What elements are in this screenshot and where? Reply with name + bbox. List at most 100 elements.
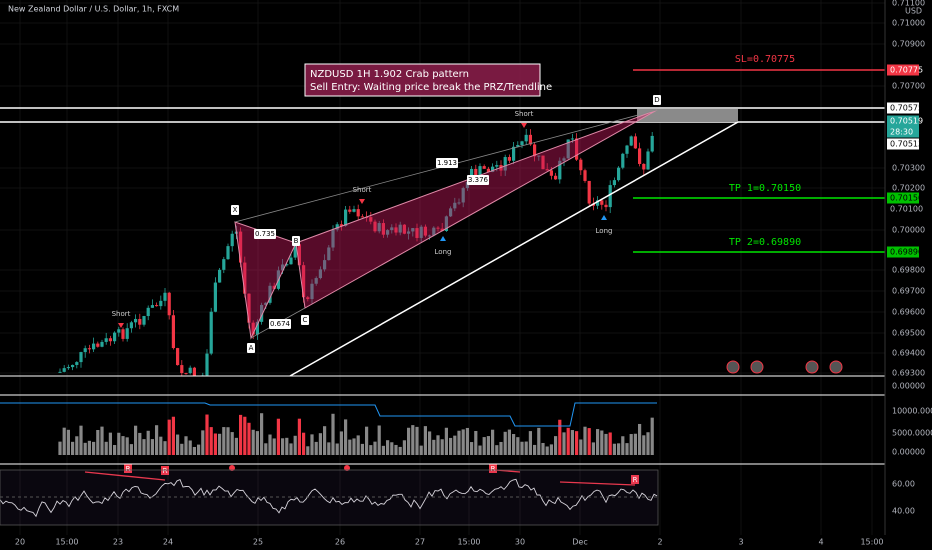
volume-bar xyxy=(365,426,369,455)
rsi-mark: R xyxy=(491,465,496,473)
volume-bar xyxy=(260,413,264,455)
time-label: 24 xyxy=(163,538,173,547)
time-label: 23 xyxy=(113,538,123,547)
candle xyxy=(482,166,486,169)
volume-bar xyxy=(108,432,112,455)
candle xyxy=(167,292,171,316)
candle xyxy=(251,322,255,335)
point-label-bg xyxy=(292,236,300,246)
volume-bar xyxy=(575,431,579,455)
note-line2: Sell Entry: Waiting price break the PRZ/… xyxy=(310,82,552,93)
candle xyxy=(533,144,537,157)
volume-bar xyxy=(549,444,553,455)
volume-bar xyxy=(171,416,175,455)
candle xyxy=(327,247,331,261)
candle xyxy=(486,168,490,173)
signal-label: Long xyxy=(596,227,613,235)
rsi-mark-bg xyxy=(631,475,639,484)
time-label: 27 xyxy=(415,538,425,547)
volume-bar xyxy=(617,443,621,455)
price-tag: 0.70575 xyxy=(890,104,923,113)
candle xyxy=(272,285,276,289)
point-label-bg xyxy=(247,343,255,353)
candle xyxy=(268,285,272,303)
rsi-mark-bg xyxy=(161,466,169,475)
candle xyxy=(495,165,499,167)
candle xyxy=(62,368,66,372)
volume-bar xyxy=(58,441,62,455)
volume-bar xyxy=(281,438,285,455)
volume-bar xyxy=(83,442,87,455)
volume-bar xyxy=(255,431,259,455)
candle xyxy=(629,136,633,146)
volume-bar xyxy=(390,442,394,455)
candle xyxy=(520,141,524,146)
candle xyxy=(180,365,184,374)
volume-bar xyxy=(360,443,364,455)
volume-bar xyxy=(247,422,251,455)
candle xyxy=(575,138,579,160)
volume-bar xyxy=(486,436,490,455)
time-label: 25 xyxy=(253,538,263,547)
candle xyxy=(205,353,209,376)
volume-bar xyxy=(453,435,457,455)
candle xyxy=(373,221,377,232)
event-icon xyxy=(805,360,819,374)
price-label: 0.70300 xyxy=(892,164,925,173)
volume-bar xyxy=(226,427,230,455)
candle xyxy=(226,246,230,260)
time-label: Dec xyxy=(572,538,587,547)
candle xyxy=(310,283,314,300)
candle xyxy=(415,228,419,238)
candle xyxy=(432,227,436,236)
candle xyxy=(243,262,247,294)
candle xyxy=(549,170,553,176)
volume-bar xyxy=(289,443,293,455)
signal-label: Short xyxy=(112,310,131,318)
point-label: B xyxy=(294,237,299,245)
price-label: 0.70200 xyxy=(892,184,925,193)
volume-bar xyxy=(520,441,524,455)
price-tag-bg xyxy=(887,246,919,258)
candle xyxy=(335,224,339,230)
candle xyxy=(394,227,398,233)
volume-bar xyxy=(87,440,91,455)
candle xyxy=(129,322,133,329)
rsi-label: 60.00 xyxy=(892,480,915,489)
candle xyxy=(503,157,507,171)
volume-bar xyxy=(197,444,201,455)
candle xyxy=(344,209,348,226)
time-label: 3 xyxy=(738,538,743,547)
price-label: 0.71000 xyxy=(892,19,925,28)
candle xyxy=(423,226,427,236)
volume-bar xyxy=(239,414,243,455)
volume-bar xyxy=(243,416,247,455)
volume-bar xyxy=(482,437,486,455)
note-box xyxy=(304,63,541,97)
candle xyxy=(444,216,448,231)
volume-bar xyxy=(629,434,633,455)
volume-bar xyxy=(352,438,356,455)
candle xyxy=(159,300,163,307)
volume-bar xyxy=(331,413,335,455)
volume-bar xyxy=(335,443,339,455)
price-tag: 0.70519 xyxy=(890,117,923,126)
volume-bar xyxy=(125,437,129,455)
signal-arrow xyxy=(521,123,527,128)
candle xyxy=(516,145,520,147)
time-label: 15:00 xyxy=(457,538,480,547)
candle xyxy=(428,235,432,237)
candle xyxy=(537,155,541,157)
candle xyxy=(570,138,574,140)
volume-bar xyxy=(251,429,255,455)
volume-bar xyxy=(285,437,289,455)
volume-bar xyxy=(528,431,532,455)
price-tag-bg xyxy=(887,64,919,76)
volume-bar xyxy=(633,433,637,455)
volume-bar xyxy=(579,439,583,455)
candle xyxy=(566,139,570,159)
volume-bar xyxy=(327,442,331,455)
volume-bar xyxy=(129,444,133,455)
volume-bar xyxy=(209,427,213,455)
volume-bar xyxy=(470,442,474,455)
